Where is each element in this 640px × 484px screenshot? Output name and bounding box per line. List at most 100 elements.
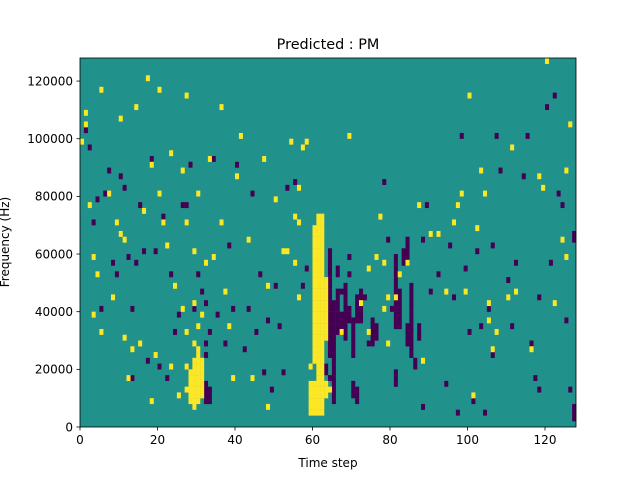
heatmap-cell-low: [231, 305, 236, 312]
heatmap-cell-high: [328, 386, 333, 393]
heatmap-cell-low: [196, 271, 201, 278]
heatmap-cell-high: [238, 132, 243, 139]
heatmap-cell-low: [560, 202, 565, 209]
heatmap-cell-high: [316, 225, 321, 232]
heatmap-cell-high: [219, 104, 224, 111]
heatmap-cell-low: [556, 190, 561, 197]
chart-title: Predicted : PM: [277, 37, 380, 53]
heatmap-cell-low: [436, 271, 441, 278]
heatmap-cell-low: [328, 311, 333, 318]
heatmap-cell-high: [293, 259, 298, 266]
x-tick-label: 60: [305, 433, 320, 447]
heatmap-cell-low: [335, 300, 340, 307]
heatmap-cell-high: [320, 317, 325, 324]
heatmap-cell-low: [328, 254, 333, 260]
heatmap-cell-low: [331, 305, 336, 312]
heatmap-cell-low: [393, 375, 398, 382]
heatmap-cell-low: [95, 196, 100, 203]
heatmap-cell-high: [312, 311, 317, 318]
heatmap-cell-high: [316, 392, 321, 399]
heatmap-cell-low: [405, 340, 410, 347]
heatmap-cell-high: [196, 392, 201, 399]
heatmap-cell-low: [103, 190, 108, 197]
heatmap-cell-low: [204, 398, 209, 405]
heatmap-cell-low: [328, 294, 333, 301]
heatmap-cell-high: [510, 144, 515, 151]
heatmap-cell-high: [386, 294, 391, 301]
heatmap-cell-low: [335, 305, 340, 312]
heatmap-cell-high: [316, 311, 321, 318]
heatmap-cell-high: [184, 386, 189, 393]
heatmap-cell-low: [409, 346, 414, 353]
heatmap-cell-low: [444, 380, 449, 387]
heatmap-cell-low: [335, 265, 340, 272]
heatmap-cell-low: [328, 334, 333, 341]
heatmap-cell-high: [188, 386, 193, 393]
heatmap-cell-low: [331, 357, 336, 364]
heatmap-cell-low: [351, 392, 356, 399]
heatmap-cell-low: [417, 323, 422, 330]
heatmap-cell-low: [328, 259, 333, 266]
heatmap-cell-low: [374, 328, 379, 335]
x-tick-label: 120: [534, 433, 557, 447]
heatmap-cell-low: [537, 294, 542, 301]
heatmap-cell-high: [320, 294, 325, 301]
heatmap-cell-low: [572, 409, 577, 416]
heatmap-cell-high: [188, 369, 193, 376]
heatmap-cell-high: [320, 213, 325, 220]
heatmap-cell-high: [192, 340, 197, 347]
heatmap-cell-low: [397, 305, 402, 312]
heatmap-cell-low: [362, 294, 367, 301]
heatmap-cell-high: [324, 386, 329, 393]
heatmap-cell-low: [339, 311, 344, 318]
heatmap-cell-low: [409, 300, 414, 307]
heatmap-cell-high: [196, 363, 201, 370]
heatmap-cell-low: [328, 271, 333, 278]
heatmap-cell-low: [401, 259, 406, 266]
heatmap-cell-high: [312, 340, 317, 347]
heatmap-cell-low: [204, 386, 209, 393]
heatmap-cell-low: [351, 340, 356, 347]
heatmap-cell-low: [324, 363, 329, 370]
heatmap-cell-low: [145, 357, 150, 364]
heatmap-cell-high: [378, 213, 383, 220]
heatmap-cell-high: [490, 346, 495, 353]
heatmap-cell-low: [409, 340, 414, 347]
heatmap-cell-high: [316, 213, 321, 220]
heatmap-cell-high: [339, 328, 344, 335]
heatmap-cell-high: [428, 230, 433, 237]
heatmap-cell-high: [184, 363, 189, 370]
heatmap-cell-low: [359, 311, 364, 318]
heatmap-cell-low: [204, 392, 209, 399]
heatmap-cell-high: [235, 173, 240, 180]
heatmap-cell-high: [421, 357, 426, 364]
heatmap-cell-low: [87, 144, 92, 151]
heatmap-cell-low: [266, 317, 271, 324]
heatmap-cell-high: [386, 340, 391, 347]
heatmap-cell-high: [145, 75, 150, 82]
heatmap-cell-low: [397, 311, 402, 318]
heatmap-cell-low: [386, 236, 391, 243]
heatmap-cell-low: [343, 282, 348, 289]
heatmap-cell-low: [405, 334, 410, 341]
heatmap-cell-high: [118, 115, 123, 122]
heatmap-cell-low: [351, 352, 356, 358]
heatmap-cell-high: [312, 277, 317, 284]
heatmap-cell-high: [316, 323, 321, 330]
heatmap-cell-low: [285, 184, 290, 191]
heatmap-cell-low: [324, 369, 329, 376]
heatmap-cell-low: [335, 328, 340, 335]
heatmap-cell-high: [83, 109, 88, 116]
heatmap-cell-high: [537, 173, 542, 180]
x-tick-label: 20: [150, 433, 165, 447]
heatmap-cell-low: [397, 317, 402, 324]
heatmap-cell-high: [161, 219, 166, 226]
heatmap-cell-low: [335, 323, 340, 330]
heatmap-cell-high: [316, 242, 321, 249]
heatmap-cell-high: [529, 346, 534, 353]
heatmap-cell-high: [452, 219, 457, 226]
heatmap-cell-high: [200, 357, 205, 364]
heatmap-cell-low: [161, 213, 166, 220]
heatmap-cell-high: [207, 156, 212, 162]
heatmap-cell-high: [180, 167, 185, 174]
